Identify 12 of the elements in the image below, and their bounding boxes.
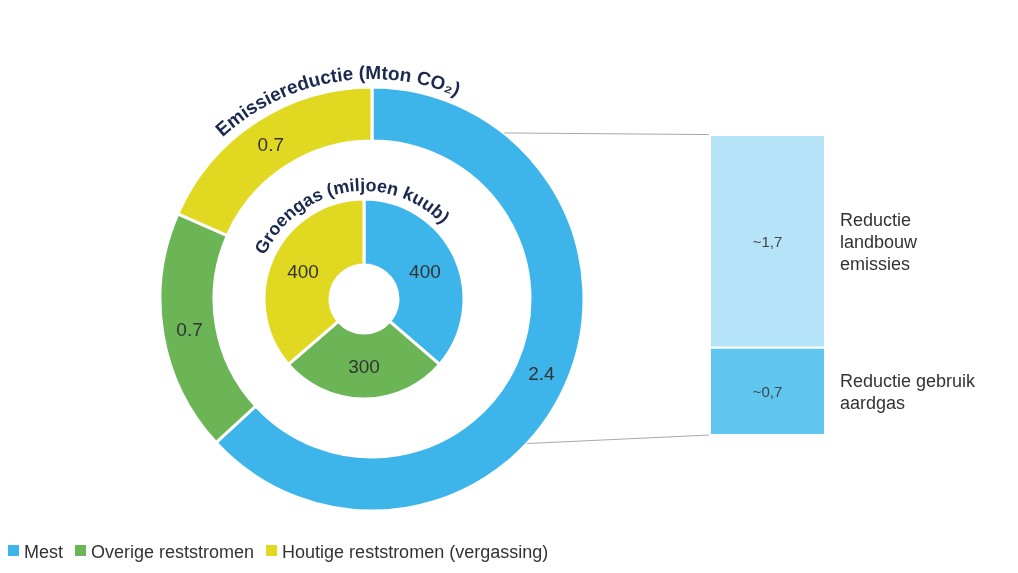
legend-label: Mest xyxy=(24,542,64,563)
series-label: Reductie landbouw emissies xyxy=(840,209,919,274)
data-label: 400 xyxy=(409,260,441,282)
legend-label: Overige reststromen xyxy=(91,542,255,563)
data-label: 300 xyxy=(348,355,380,377)
data-label: ~1,7 xyxy=(752,232,783,250)
data-label: 0.7 xyxy=(176,319,203,341)
legend-label: Houtige reststromen (vergassing) xyxy=(282,542,549,563)
series-label: Reductie gebruik aardgas xyxy=(840,370,977,413)
data-label: 2.4 xyxy=(528,362,556,384)
data-label: ~0,7 xyxy=(752,382,783,400)
data-label: 400 xyxy=(287,260,319,282)
